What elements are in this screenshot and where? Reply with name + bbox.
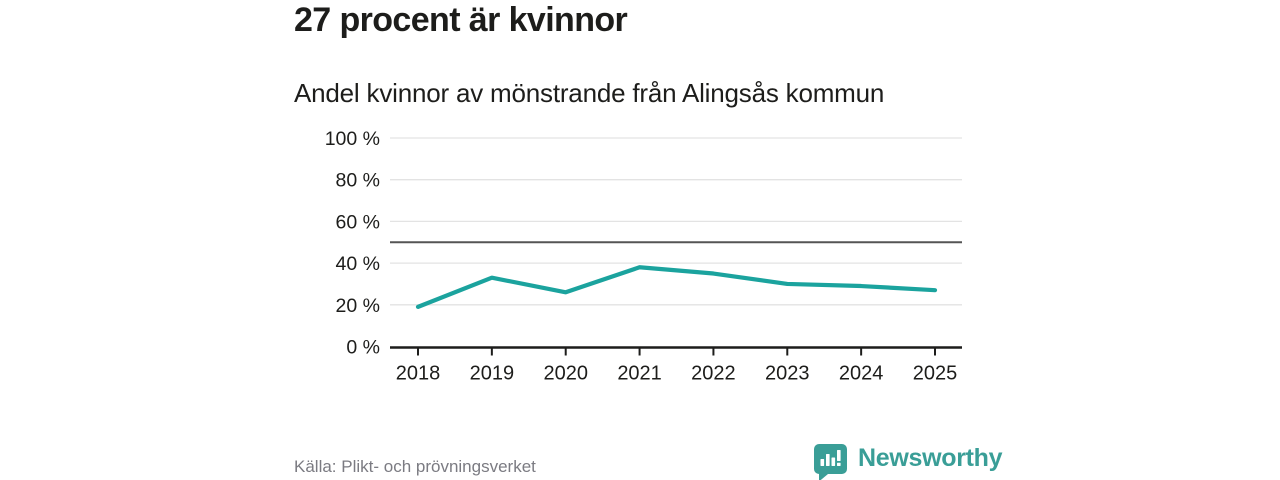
newsworthy-logo: Newsworthy [811, 442, 1003, 480]
logo-bar-1 [820, 459, 825, 466]
logo-bar-2 [826, 454, 830, 466]
y-tick-label: 100 % [325, 128, 380, 150]
y-tick-label: 60 % [336, 211, 380, 233]
y-tick-label: 20 % [336, 295, 380, 317]
data-line-Andel kvinnor [415, 265, 938, 309]
chart-subtitle: Andel kvinnor av mönstrande från Alingså… [294, 78, 885, 108]
x-tick-label: 2022 [691, 363, 736, 385]
x-tick-label: 2025 [913, 363, 958, 385]
line-chart-svg: 0 % 20 % 40 % 60 % 80 % 100 % 2018 2019 2020 2021… [325, 128, 962, 385]
y-tick-label: 80 % [336, 170, 380, 192]
x-tick-label: 2019 [470, 363, 515, 385]
source-text: Källa: Plikt- och prövningsverket [294, 457, 536, 476]
x-tick-label: 2018 [396, 363, 441, 385]
logo-exclamation-bar [837, 450, 841, 461]
line-chart: 0 % 20 % 40 % 60 % 80 % 100 % 2018 2019 2020 2021… [280, 125, 980, 390]
logo-exclamation-dot [837, 462, 841, 466]
x-tick-label: 2024 [839, 363, 884, 385]
x-tick-label: 2020 [543, 363, 588, 385]
logo-bar-3 [831, 457, 836, 466]
y-tick-label: 40 % [336, 253, 380, 275]
newsworthy-wordmark: Newsworthy [858, 443, 1003, 472]
y-tick-label: 0 % [346, 337, 380, 359]
chart-headline: 27 procent är kvinnor [294, 1, 628, 39]
newsworthy-logo-icon [814, 444, 847, 480]
x-tick-label: 2021 [617, 363, 662, 385]
x-tick-label: 2023 [765, 363, 810, 385]
